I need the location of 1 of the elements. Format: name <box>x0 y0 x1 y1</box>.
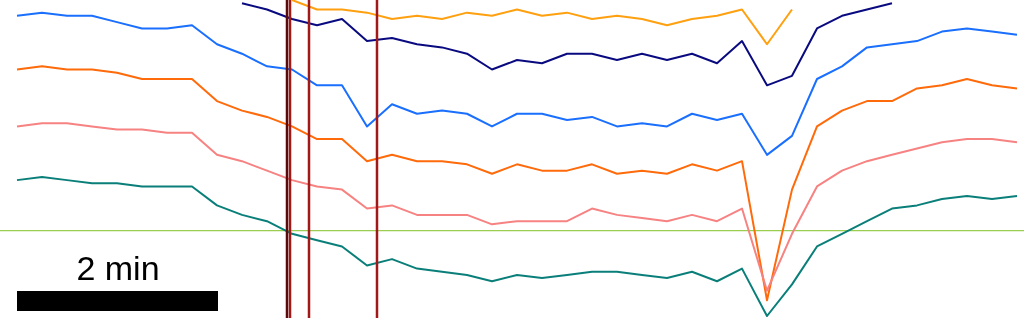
annotation: 2 min <box>76 249 160 287</box>
